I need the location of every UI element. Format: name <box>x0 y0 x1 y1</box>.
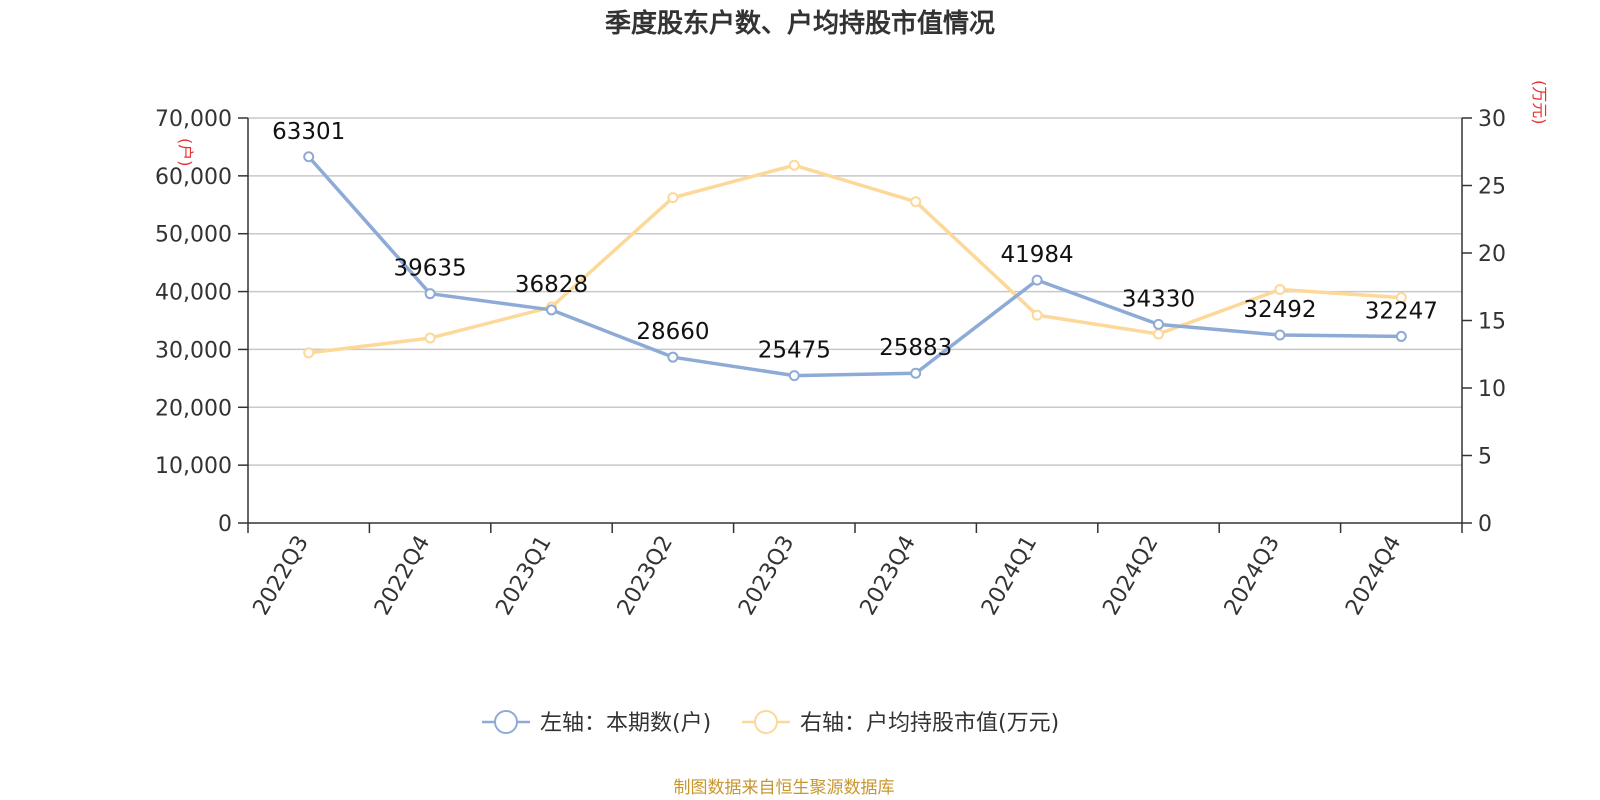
right-axis-tick-label: 30 <box>1478 107 1506 132</box>
data-point-0 <box>667 351 679 363</box>
series-lines <box>303 151 1407 382</box>
x-axis-tick-label: 2023Q2 <box>613 532 678 620</box>
data-label: 32492 <box>1243 297 1316 323</box>
data-label: 34330 <box>1122 286 1195 312</box>
data-label: 28660 <box>636 319 709 345</box>
left-axis-tick-label: 60,000 <box>155 165 232 190</box>
right-axis-tick-label: 5 <box>1478 445 1492 470</box>
x-axis-tick-label: 2023Q4 <box>856 532 921 620</box>
left-axis-tick-label: 10,000 <box>155 454 232 479</box>
data-label: 25883 <box>879 335 952 361</box>
data-source-note: 制图数据来自恒生聚源数据库 <box>674 778 895 798</box>
legend-item-avg-value[interactable]: 右轴：户均持股市值(万元) <box>742 710 1059 736</box>
data-label: 63301 <box>272 119 345 145</box>
legend-marker-households <box>494 710 518 734</box>
legend-label-avg-value: 右轴：户均持股市值(万元) <box>800 711 1059 736</box>
right-axis-tick-label: 20 <box>1478 242 1506 267</box>
data-point-0 <box>1395 330 1407 342</box>
data-label: 25475 <box>758 338 831 364</box>
x-axis-tick-label: 2024Q2 <box>1098 532 1163 620</box>
legend-marker-avg-value <box>754 710 778 734</box>
data-point-0 <box>303 151 315 163</box>
data-point-1 <box>788 159 800 171</box>
legend: 左轴：本期数(户) 右轴：户均持股市值(万元) <box>482 710 1059 736</box>
left-axis-tick-label: 70,000 <box>155 107 232 132</box>
data-point-1 <box>424 332 436 344</box>
data-point-1 <box>1395 292 1407 304</box>
data-label: 41984 <box>1001 242 1074 268</box>
data-point-0 <box>424 288 436 300</box>
data-point-1 <box>1031 309 1043 321</box>
data-point-0 <box>546 304 557 316</box>
right-axis-tick-label: 25 <box>1478 175 1506 200</box>
right-axis-unit: (万元) <box>1530 80 1549 125</box>
data-label: 39635 <box>394 256 467 282</box>
x-axis-tick-label: 2022Q4 <box>370 532 435 620</box>
data-point-0 <box>788 370 800 382</box>
data-point-1 <box>1274 283 1286 295</box>
left-axis-tick-label: 50,000 <box>155 223 232 248</box>
x-axis-tick-label: 2023Q3 <box>734 532 799 620</box>
right-axis-tick-label: 10 <box>1478 377 1506 402</box>
data-point-1 <box>303 347 315 359</box>
data-point-1 <box>667 192 679 204</box>
chart-title: 季度股东户数、户均持股市值情况 <box>605 8 995 39</box>
legend-label-households: 左轴：本期数(户) <box>540 711 711 736</box>
series-line-1 <box>308 163 1402 355</box>
x-axis-tick-label: 2022Q3 <box>249 532 314 620</box>
right-axis-tick-label: 15 <box>1478 310 1506 335</box>
data-point-1 <box>1153 328 1164 340</box>
data-point-0 <box>1031 274 1043 286</box>
data-label: 32247 <box>1365 298 1438 324</box>
data-point-1 <box>910 196 922 208</box>
left-axis-tick-label: 0 <box>218 512 232 537</box>
right-axis-tick-label: 0 <box>1478 512 1492 537</box>
x-axis-tick-label: 2024Q4 <box>1341 532 1406 620</box>
grid-lines <box>248 117 1462 466</box>
left-axis-unit: (户) <box>176 138 195 167</box>
left-axis-tick-label: 30,000 <box>155 338 232 363</box>
x-axis-tick-label: 2023Q1 <box>491 532 556 620</box>
x-axis-tick-label: 2024Q3 <box>1220 532 1285 620</box>
x-axis-tick-label: 2024Q1 <box>977 532 1042 620</box>
data-labels: 63301 39635 36828 28660 25475 25883 41984 34330… <box>272 119 1438 364</box>
data-point-0 <box>1153 318 1164 330</box>
legend-item-households[interactable]: 左轴：本期数(户) <box>482 710 711 736</box>
left-axis-tick-label: 20,000 <box>155 396 232 421</box>
left-axis-tick-label: 40,000 <box>155 281 232 306</box>
series-line-0 <box>307 155 1402 378</box>
data-label: 36828 <box>515 272 588 298</box>
data-point-0 <box>910 367 922 379</box>
data-point-0 <box>1274 329 1286 341</box>
